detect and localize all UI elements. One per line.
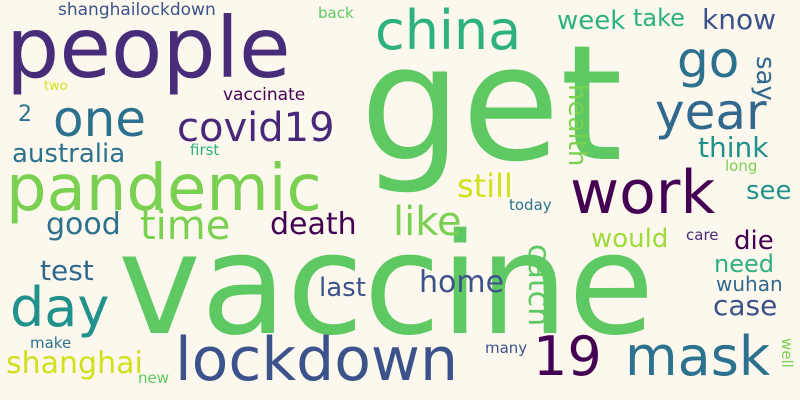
word-vaccine: vaccine [118, 204, 655, 367]
word-people: people [6, 0, 291, 97]
word-shanghailockdown: shanghailockdown [58, 0, 216, 20]
word-still: still [457, 167, 513, 205]
word-vaccinate: vaccinate [223, 85, 306, 105]
word-pandemic: pandemic [6, 152, 322, 226]
word-think: think [698, 131, 769, 164]
word-see: see [746, 176, 792, 206]
word-china: china [375, 0, 522, 62]
word-like: like [393, 199, 462, 245]
word-19: 19 [533, 325, 602, 388]
word-back: back [318, 4, 354, 22]
word-health: health [562, 84, 592, 167]
word-go: go [677, 31, 740, 89]
word-first: first [190, 141, 220, 159]
word-wuhan: wuhan [716, 272, 783, 296]
word-year: year [655, 83, 767, 141]
word-mask: mask [625, 325, 771, 388]
word-today: today [509, 196, 552, 214]
word-lockdown: lockdown [175, 325, 459, 395]
word-case: case [713, 289, 778, 322]
word-take: take [633, 4, 685, 32]
word-catch: catch [521, 244, 556, 327]
word-death: death [270, 207, 357, 242]
word-care: care [686, 226, 719, 244]
word-home: home [419, 265, 505, 300]
word-make: make [30, 334, 72, 352]
word-work: work [570, 158, 716, 228]
word-long: long [725, 157, 758, 175]
word-good: good [46, 207, 121, 242]
word-last: last [319, 273, 366, 303]
word-australia: australia [12, 139, 126, 169]
word-die: die [734, 226, 774, 256]
word-well: well [778, 338, 796, 368]
word-two: two [44, 79, 68, 94]
word-shanghai: shanghai [6, 346, 143, 381]
word-know: know [702, 3, 776, 36]
word-get: get [360, 10, 623, 197]
word-time: time [140, 203, 231, 249]
word-covid19: covid19 [177, 105, 335, 151]
word-many: many [485, 339, 528, 357]
word-day: day [10, 276, 110, 339]
word-need: need [714, 250, 774, 278]
word-would: would [591, 224, 669, 254]
word-say: say [750, 56, 780, 101]
word-week: week [557, 6, 626, 36]
word-test: test [40, 254, 94, 287]
word-new: new [138, 369, 170, 387]
word-one: one [53, 90, 147, 148]
word-2: 2 [18, 102, 32, 127]
